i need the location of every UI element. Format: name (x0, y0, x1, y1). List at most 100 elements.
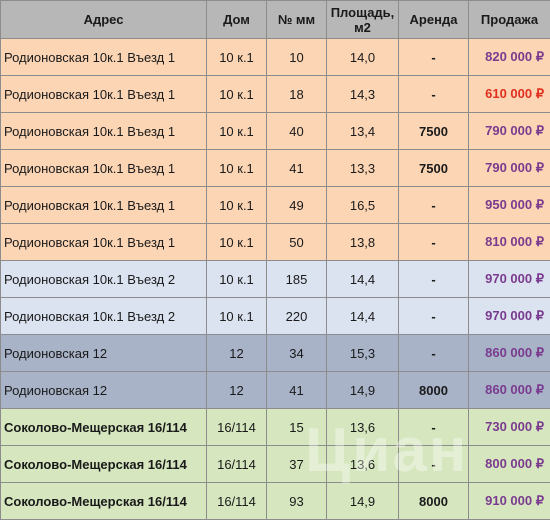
cell-area: 14,9 (326, 371, 399, 409)
cell-mm: 15 (266, 408, 327, 446)
cell-sale: 790 000 ₽ (468, 112, 550, 150)
cell-address: Родионовская 10к.1 Въезд 1 (0, 112, 207, 150)
table-row: Соколово-Мещерская 16/114 16/114 37 13,6-80… (0, 445, 550, 483)
cell-address: Соколово-Мещерская 16/114 (0, 445, 207, 483)
cell-rent: - (398, 297, 469, 335)
cell-sale: 860 000 ₽ (468, 334, 550, 372)
cell-address: Соколово-Мещерская 16/114 (0, 482, 207, 520)
table-header-row: Адрес Дом № мм Площадь, м2 Аренда Продажа (0, 0, 550, 39)
cell-house: 10 к.1 (206, 149, 267, 187)
table-row: Родионовская 10к.1 Въезд 1 10 к.1 40 13,4 75… (0, 112, 550, 150)
cell-house: 10 к.1 (206, 75, 267, 113)
cell-mm: 37 (266, 445, 327, 483)
cell-sale: 610 000 ₽ (468, 75, 550, 113)
cell-rent: - (398, 408, 469, 446)
cell-rent: - (398, 334, 469, 372)
cell-sale: 910 000 ₽ (468, 482, 550, 520)
cell-rent: - (398, 223, 469, 261)
cell-address: Родионовская 10к.1 Въезд 1 (0, 149, 207, 187)
table-row: Родионовская 10к.1 Въезд 2 10 к.1 185 14,4-… (0, 260, 550, 298)
cell-rent: - (398, 260, 469, 298)
cell-house: 10 к.1 (206, 186, 267, 224)
cell-mm: 41 (266, 149, 327, 187)
header-rent: Аренда (398, 0, 469, 39)
cell-sale: 860 000 ₽ (468, 371, 550, 409)
cell-mm: 40 (266, 112, 327, 150)
cell-area: 13,6 (326, 445, 399, 483)
cell-sale: 950 000 ₽ (468, 186, 550, 224)
table-row: Родионовская 10к.1 Въезд 1 10 к.1 41 13,3 75… (0, 149, 550, 187)
cell-house: 10 к.1 (206, 112, 267, 150)
cell-mm: 50 (266, 223, 327, 261)
cell-house: 12 (206, 334, 267, 372)
cell-area: 14,0 (326, 38, 399, 76)
cell-house: 10 к.1 (206, 297, 267, 335)
cell-mm: 93 (266, 482, 327, 520)
cell-mm: 49 (266, 186, 327, 224)
header-sale: Продажа (468, 0, 550, 39)
cell-mm: 220 (266, 297, 327, 335)
table-body: Родионовская 10к.1 Въезд 1 10 к.1 10 14,0-8… (0, 38, 550, 520)
cell-rent: 8000 (398, 371, 469, 409)
cell-address: Родионовская 10к.1 Въезд 1 (0, 223, 207, 261)
table-row: Родионовская 10к.1 Въезд 1 10 к.1 50 13,8-8… (0, 223, 550, 261)
table-row: Соколово-Мещерская 16/114 16/114 15 13,6-73… (0, 408, 550, 446)
cell-house: 16/114 (206, 408, 267, 446)
table-row: Родионовская 12 12 34 15,3-860 000 ₽ (0, 334, 550, 372)
table-row: Родионовская 10к.1 Въезд 1 10 к.1 49 16,5-9… (0, 186, 550, 224)
cell-house: 16/114 (206, 445, 267, 483)
cell-address: Родионовская 10к.1 Въезд 2 (0, 260, 207, 298)
cell-address: Родионовская 10к.1 Въезд 1 (0, 75, 207, 113)
cell-address: Родионовская 10к.1 Въезд 1 (0, 186, 207, 224)
cell-mm: 34 (266, 334, 327, 372)
table-row: Родионовская 10к.1 Въезд 1 10 к.1 10 14,0-8… (0, 38, 550, 76)
cell-rent: - (398, 186, 469, 224)
cell-mm: 185 (266, 260, 327, 298)
cell-sale: 730 000 ₽ (468, 408, 550, 446)
cell-address: Родионовская 10к.1 Въезд 2 (0, 297, 207, 335)
header-mm: № мм (266, 0, 327, 39)
cell-rent: - (398, 38, 469, 76)
cell-area: 13,6 (326, 408, 399, 446)
header-area-line2: м2 (354, 19, 371, 35)
cell-house: 10 к.1 (206, 38, 267, 76)
cell-mm: 41 (266, 371, 327, 409)
cell-area: 13,8 (326, 223, 399, 261)
cell-sale: 790 000 ₽ (468, 149, 550, 187)
cell-sale: 810 000 ₽ (468, 223, 550, 261)
cell-mm: 18 (266, 75, 327, 113)
cell-house: 10 к.1 (206, 260, 267, 298)
cell-address: Родионовская 12 (0, 371, 207, 409)
cell-sale: 820 000 ₽ (468, 38, 550, 76)
cell-rent: 7500 (398, 112, 469, 150)
cell-rent: 8000 (398, 482, 469, 520)
header-address: Адрес (0, 0, 207, 39)
cell-rent: - (398, 445, 469, 483)
cell-house: 10 к.1 (206, 223, 267, 261)
cell-area: 14,9 (326, 482, 399, 520)
cell-address: Родионовская 12 (0, 334, 207, 372)
header-area: Площадь, м2 (326, 0, 399, 39)
cell-area: 13,3 (326, 149, 399, 187)
cell-area: 14,4 (326, 297, 399, 335)
cell-area: 14,4 (326, 260, 399, 298)
cell-sale: 800 000 ₽ (468, 445, 550, 483)
table-row: Родионовская 12 12 41 14,9 8000 860 000 ₽ (0, 371, 550, 409)
cell-area: 13,4 (326, 112, 399, 150)
table-row: Соколово-Мещерская 16/114 16/114 93 14,9 800… (0, 482, 550, 520)
cell-sale: 970 000 ₽ (468, 297, 550, 335)
cell-rent: - (398, 75, 469, 113)
cell-rent: 7500 (398, 149, 469, 187)
cell-address: Соколово-Мещерская 16/114 (0, 408, 207, 446)
cell-area: 15,3 (326, 334, 399, 372)
cell-area: 14,3 (326, 75, 399, 113)
cell-address: Родионовская 10к.1 Въезд 1 (0, 38, 207, 76)
cell-area: 16,5 (326, 186, 399, 224)
cell-sale: 970 000 ₽ (468, 260, 550, 298)
table-row: Родионовская 10к.1 Въезд 2 10 к.1 220 14,4-… (0, 297, 550, 335)
table-row: Родионовская 10к.1 Въезд 1 10 к.1 18 14,3-6… (0, 75, 550, 113)
cell-house: 12 (206, 371, 267, 409)
cell-house: 16/114 (206, 482, 267, 520)
header-area-line1: Площадь, (330, 4, 395, 20)
